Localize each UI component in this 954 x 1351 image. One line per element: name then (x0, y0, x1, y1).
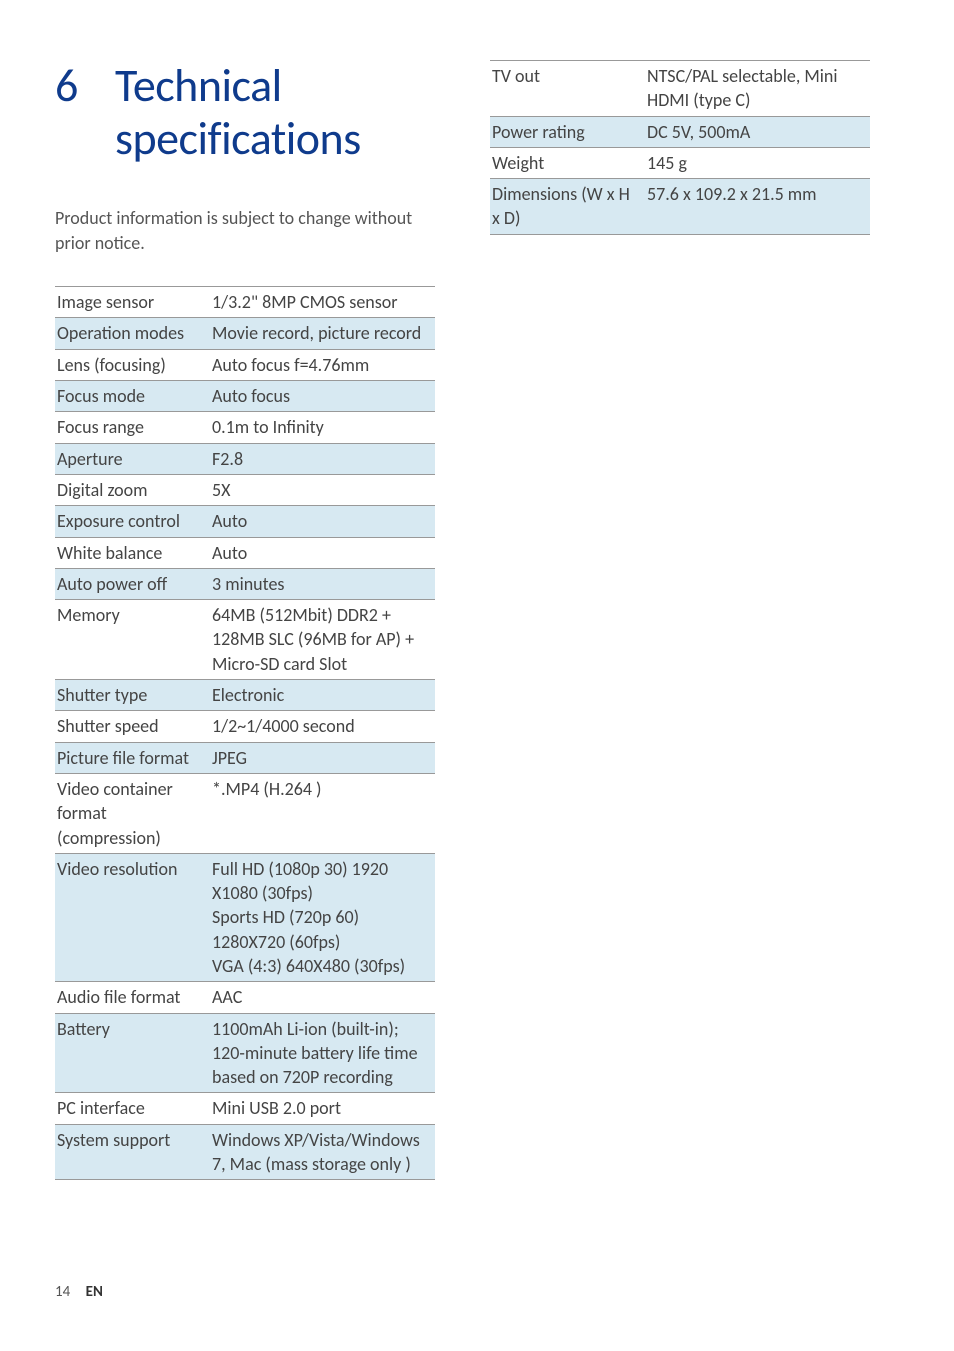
spec-key: TV out (490, 61, 645, 117)
heading-line2: specifications (115, 111, 361, 167)
spec-key: Dimensions (W x H x D) (490, 179, 645, 235)
spec-row: System supportWindows XP/Vista/Windows 7… (55, 1124, 435, 1180)
spec-key: Audio file format (55, 982, 210, 1013)
spec-row: Picture file formatJPEG (55, 742, 435, 773)
spec-value: Movie record, picture record (210, 318, 435, 349)
spec-value: Full HD (1080p 30) 1920 X1080 (30fps) Sp… (210, 853, 435, 981)
page-lang: EN (86, 1283, 103, 1301)
spec-row: Memory64MB (512Mbit) DDR2 + 128MB SLC (9… (55, 600, 435, 680)
spec-value: 1100mAh Li-ion (built-in); 120-minute ba… (210, 1013, 435, 1093)
spec-value: 64MB (512Mbit) DDR2 + 128MB SLC (96MB fo… (210, 600, 435, 680)
spec-value: Auto focus f=4.76mm (210, 349, 435, 380)
spec-value: NTSC/PAL selectable, Mini HDMI (type C) (645, 61, 870, 117)
spec-row: Focus range0.1m to Infinity (55, 412, 435, 443)
spec-row: Exposure controlAuto (55, 506, 435, 537)
spec-row: Operation modesMovie record, picture rec… (55, 318, 435, 349)
spec-value: Mini USB 2.0 port (210, 1093, 435, 1124)
spec-key: Image sensor (55, 287, 210, 318)
page-footer: 14 EN (55, 1283, 103, 1301)
right-column: TV outNTSC/PAL selectable, Mini HDMI (ty… (490, 60, 870, 1180)
spec-value: F2.8 (210, 443, 435, 474)
spec-row: Dimensions (W x H x D)57.6 x 109.2 x 21.… (490, 179, 870, 235)
spec-key: Lens (focusing) (55, 349, 210, 380)
spec-value: Electronic (210, 680, 435, 711)
left-column: 6Technical specifications Product inform… (55, 60, 435, 1180)
spec-row: Power ratingDC 5V, 500mA (490, 116, 870, 147)
spec-value: AAC (210, 982, 435, 1013)
heading-line1: Technical (115, 58, 282, 114)
spec-value: 5X (210, 474, 435, 505)
spec-row: Auto power off3 minutes (55, 568, 435, 599)
spec-value: 145 g (645, 147, 870, 178)
chapter-number: 6 (55, 60, 115, 113)
spec-value: Windows XP/Vista/Windows 7, Mac (mass st… (210, 1124, 435, 1180)
spec-value: JPEG (210, 742, 435, 773)
spec-row: Weight145 g (490, 147, 870, 178)
specs-table-left: Image sensor1/3.2" 8MP CMOS sensorOperat… (55, 286, 435, 1180)
spec-row: Video resolutionFull HD (1080p 30) 1920 … (55, 853, 435, 981)
spec-value: DC 5V, 500mA (645, 116, 870, 147)
spec-key: System support (55, 1124, 210, 1180)
spec-value: Auto (210, 537, 435, 568)
spec-key: Weight (490, 147, 645, 178)
chapter-heading: 6Technical specifications (55, 60, 435, 166)
spec-key: White balance (55, 537, 210, 568)
spec-value: 3 minutes (210, 568, 435, 599)
spec-row: Shutter speed1/2~1/4000 second (55, 711, 435, 742)
spec-key: Aperture (55, 443, 210, 474)
spec-key: Video resolution (55, 853, 210, 981)
spec-row: Focus modeAuto focus (55, 381, 435, 412)
spec-key: Shutter speed (55, 711, 210, 742)
spec-row: Lens (focusing)Auto focus f=4.76mm (55, 349, 435, 380)
spec-value: 57.6 x 109.2 x 21.5 mm (645, 179, 870, 235)
spec-key: Video container format (compression) (55, 773, 210, 853)
spec-row: Shutter typeElectronic (55, 680, 435, 711)
spec-row: Image sensor1/3.2" 8MP CMOS sensor (55, 287, 435, 318)
spec-key: Picture file format (55, 742, 210, 773)
spec-key: Auto power off (55, 568, 210, 599)
specs-table-right: TV outNTSC/PAL selectable, Mini HDMI (ty… (490, 60, 870, 235)
spec-value: 1/2~1/4000 second (210, 711, 435, 742)
spec-key: Shutter type (55, 680, 210, 711)
spec-row: Battery1100mAh Li-ion (built-in); 120-mi… (55, 1013, 435, 1093)
spec-row: PC interfaceMini USB 2.0 port (55, 1093, 435, 1124)
spec-row: Video container format (compression)*.MP… (55, 773, 435, 853)
spec-key: Power rating (490, 116, 645, 147)
spec-key: Operation modes (55, 318, 210, 349)
spec-row: ApertureF2.8 (55, 443, 435, 474)
spec-row: TV outNTSC/PAL selectable, Mini HDMI (ty… (490, 61, 870, 117)
page-number: 14 (55, 1283, 70, 1301)
spec-row: White balanceAuto (55, 537, 435, 568)
spec-row: Digital zoom5X (55, 474, 435, 505)
spec-value: *.MP4 (H.264 ) (210, 773, 435, 853)
spec-key: Focus range (55, 412, 210, 443)
spec-key: Digital zoom (55, 474, 210, 505)
spec-key: Exposure control (55, 506, 210, 537)
spec-key: Battery (55, 1013, 210, 1093)
spec-key: Memory (55, 600, 210, 680)
spec-value: 1/3.2" 8MP CMOS sensor (210, 287, 435, 318)
intro-text: Product information is subject to change… (55, 206, 435, 256)
spec-row: Audio file formatAAC (55, 982, 435, 1013)
spec-key: Focus mode (55, 381, 210, 412)
spec-value: 0.1m to Infinity (210, 412, 435, 443)
spec-key: PC interface (55, 1093, 210, 1124)
spec-value: Auto (210, 506, 435, 537)
spec-value: Auto focus (210, 381, 435, 412)
